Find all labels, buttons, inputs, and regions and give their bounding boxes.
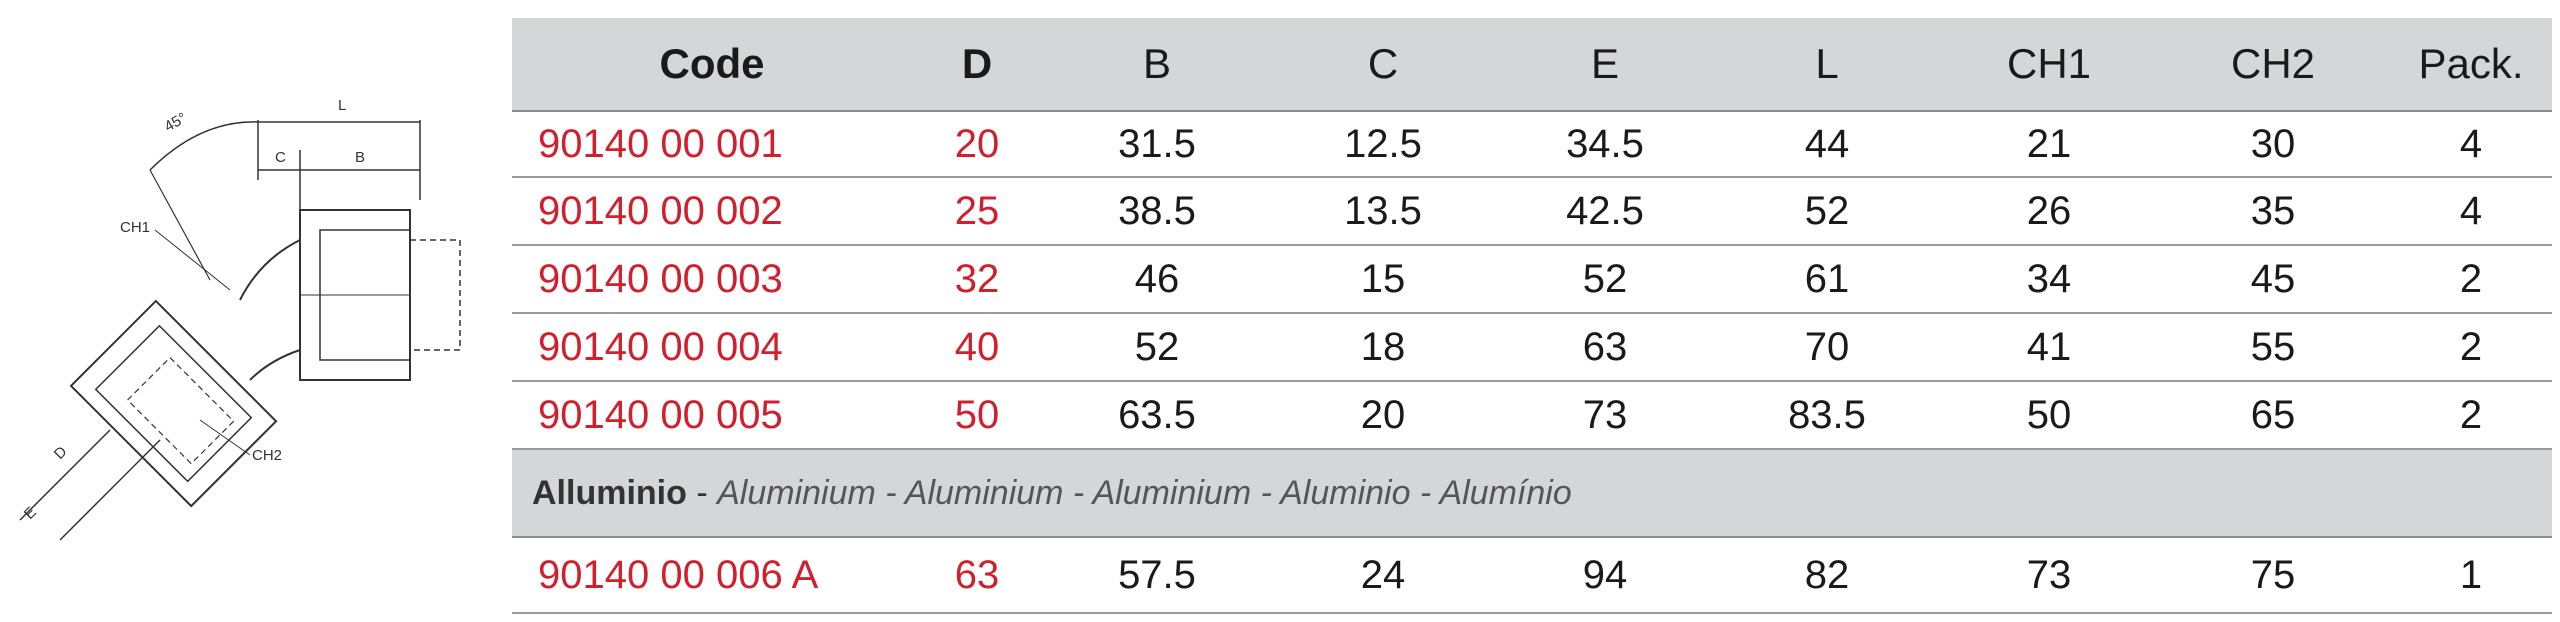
section-material-bold: Alluminio: [532, 473, 687, 512]
cell-code: 90140 00 001: [538, 121, 783, 166]
cell-code: 90140 00 003: [538, 256, 783, 301]
cell-d: 50: [954, 392, 1000, 437]
dim-label-B: B: [355, 149, 365, 166]
dim-label-CH2: CH2: [252, 447, 282, 464]
table-row: 90140 00 006 A 63 57.5 24 94 82 73 75 1: [512, 538, 2552, 614]
cell-code: 90140 00 005: [538, 392, 783, 437]
cell-b: 52: [1134, 324, 1180, 369]
cell-e: 63: [1582, 324, 1628, 369]
cell-ch1: 41: [2026, 324, 2072, 369]
cell-pack: 4: [2459, 188, 2483, 233]
cell-ch2: 75: [2250, 552, 2296, 597]
cell-c: 20: [1360, 392, 1406, 437]
header-b: B: [1142, 40, 1171, 87]
cell-code: 90140 00 006 A: [538, 552, 819, 597]
header-pack: Pack.: [2418, 40, 2524, 87]
cell-ch2: 30: [2250, 121, 2296, 166]
dim-label-D: D: [51, 443, 71, 463]
cell-d: 40: [954, 324, 1000, 369]
cell-ch2: 35: [2250, 188, 2296, 233]
cell-e: 73: [1582, 392, 1628, 437]
cell-c: 15: [1360, 256, 1406, 301]
table-row: 90140 00 001 20 31.5 12.5 34.5 44 21 30 …: [512, 112, 2552, 178]
header-ch1: CH1: [2006, 40, 2092, 87]
cell-ch2: 65: [2250, 392, 2296, 437]
cell-ch2: 45: [2250, 256, 2296, 301]
cell-l: 52: [1804, 188, 1850, 233]
cell-ch1: 73: [2026, 552, 2072, 597]
cell-pack: 2: [2459, 324, 2483, 369]
fitting-technical-drawing: L C B 45° D E CH1 CH2: [0, 80, 500, 550]
table-header-row: Code D B C E L CH1 CH2 Pack.: [512, 18, 2552, 112]
cell-d: 20: [954, 121, 1000, 166]
material-section-header: Alluminio - Aluminium - Aluminium - Alum…: [512, 450, 2552, 538]
cell-d: 25: [954, 188, 1000, 233]
table-row: 90140 00 003 32 46 15 52 61 34 45 2: [512, 246, 2552, 314]
cell-pack: 2: [2459, 392, 2483, 437]
cell-c: 18: [1360, 324, 1406, 369]
cell-e: 42.5: [1566, 188, 1644, 233]
cell-b: 46: [1134, 256, 1180, 301]
header-d: D: [961, 40, 993, 87]
cell-pack: 1: [2459, 552, 2483, 597]
section-material-translations: Aluminium - Aluminium - Aluminium - Alum…: [717, 473, 1572, 512]
cell-b: 63.5: [1118, 392, 1196, 437]
cell-ch1: 21: [2026, 121, 2072, 166]
cell-c: 13.5: [1344, 188, 1422, 233]
header-l: L: [1815, 40, 1839, 87]
table-row: 90140 00 004 40 52 18 63 70 41 55 2: [512, 314, 2552, 382]
cell-l: 44: [1804, 121, 1850, 166]
header-ch2: CH2: [2230, 40, 2316, 87]
cell-d: 63: [954, 552, 1000, 597]
cell-l: 61: [1804, 256, 1850, 301]
table-row: 90140 00 005 50 63.5 20 73 83.5 50 65 2: [512, 382, 2552, 450]
table-row: 90140 00 002 25 38.5 13.5 42.5 52 26 35 …: [512, 178, 2552, 246]
dim-label-angle: 45°: [162, 109, 190, 135]
cell-ch1: 26: [2026, 188, 2072, 233]
cell-c: 12.5: [1344, 121, 1422, 166]
cell-code: 90140 00 002: [538, 188, 783, 233]
header-e: E: [1590, 40, 1619, 87]
cell-ch2: 55: [2250, 324, 2296, 369]
cell-e: 52: [1582, 256, 1628, 301]
product-table: Code D B C E L CH1 CH2 Pack. 90140 00 00…: [512, 18, 2552, 614]
cell-l: 70: [1804, 324, 1850, 369]
cell-b: 57.5: [1118, 552, 1196, 597]
header-code: Code: [659, 40, 765, 87]
dim-label-CH1: CH1: [120, 219, 150, 236]
cell-d: 32: [954, 256, 1000, 301]
cell-l: 82: [1804, 552, 1850, 597]
cell-b: 31.5: [1118, 121, 1196, 166]
cell-b: 38.5: [1118, 188, 1196, 233]
dim-label-C: C: [275, 149, 286, 166]
section-separator: -: [686, 473, 718, 512]
cell-c: 24: [1360, 552, 1406, 597]
cell-l: 83.5: [1788, 392, 1866, 437]
cell-e: 94: [1582, 552, 1628, 597]
dim-label-L: L: [338, 97, 346, 114]
cell-pack: 4: [2459, 121, 2483, 166]
fitting-diagram-svg: L C B 45° D E CH1 CH2: [19, 97, 461, 541]
header-c: C: [1367, 40, 1399, 87]
cell-ch1: 34: [2026, 256, 2072, 301]
cell-pack: 2: [2459, 256, 2483, 301]
dim-label-E: E: [21, 504, 40, 523]
cell-ch1: 50: [2026, 392, 2072, 437]
cell-e: 34.5: [1566, 121, 1644, 166]
cell-code: 90140 00 004: [538, 324, 783, 369]
